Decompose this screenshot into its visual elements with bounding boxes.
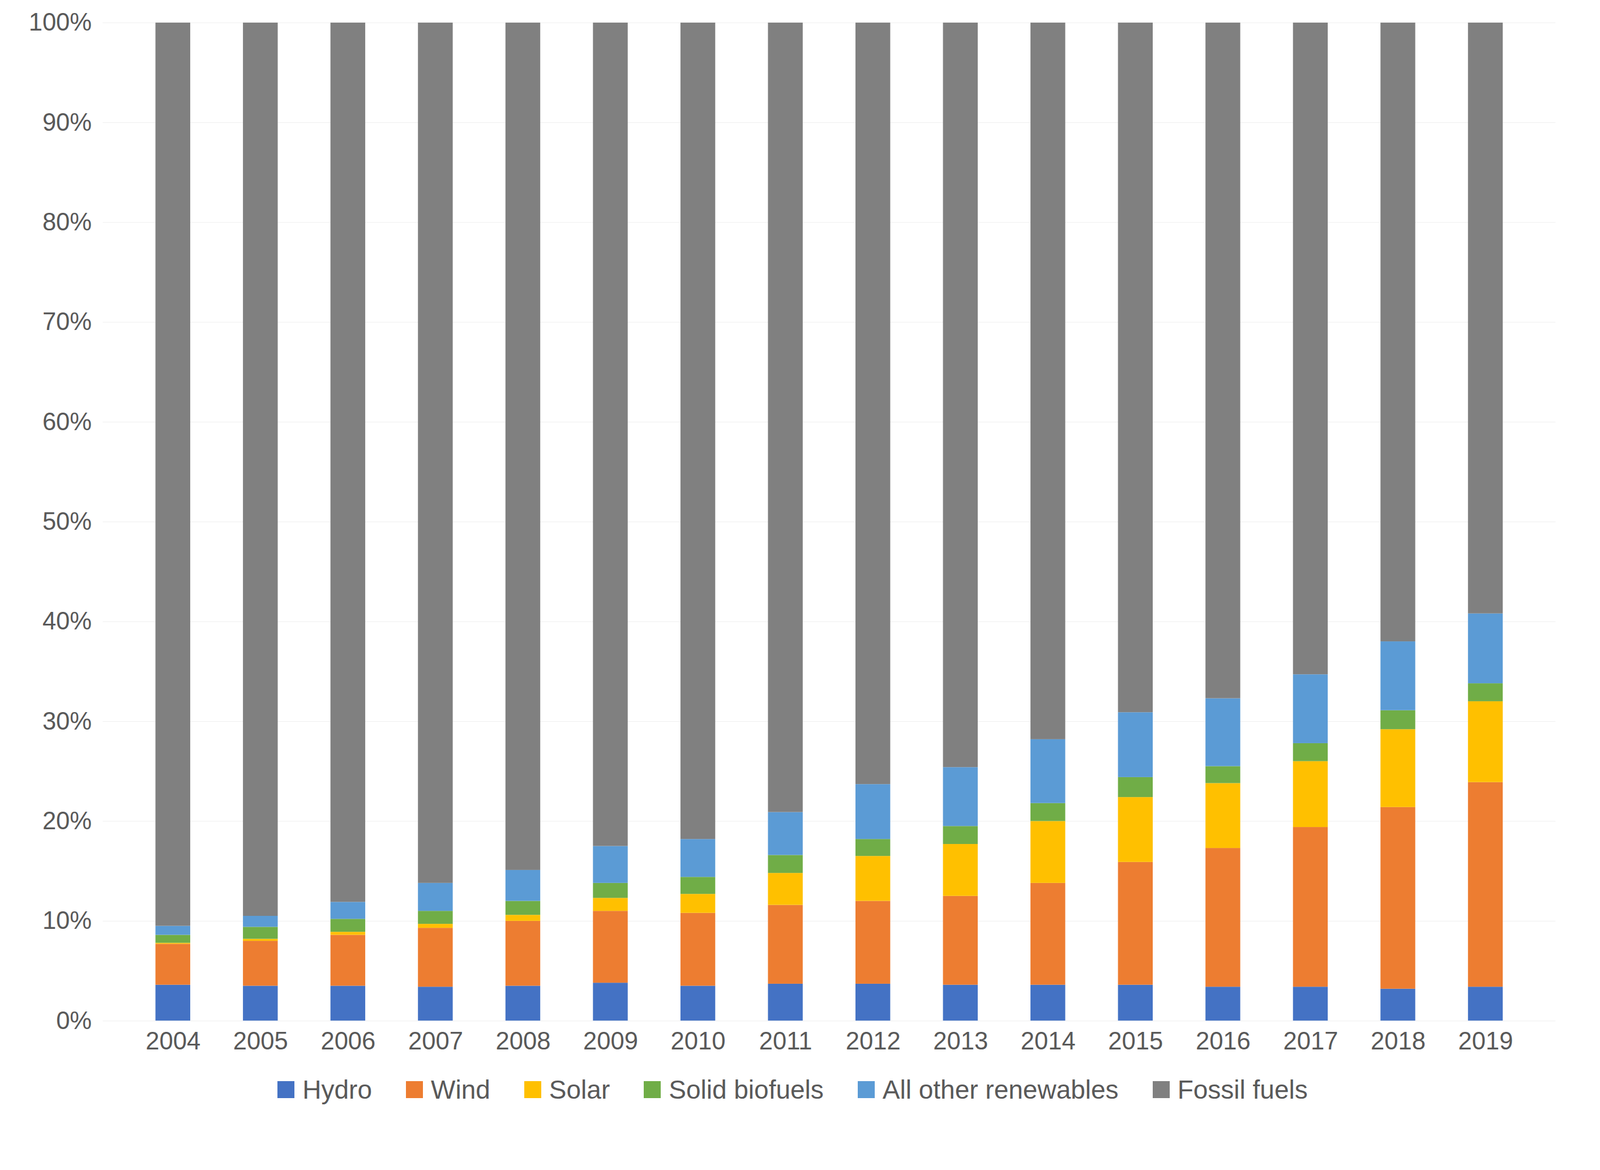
svg-text:2016: 2016 (1195, 1027, 1251, 1055)
svg-text:10%: 10% (42, 907, 92, 935)
svg-text:20%: 20% (42, 807, 92, 835)
svg-text:2013: 2013 (933, 1027, 988, 1055)
html-text:Wind: Wind (430, 1075, 491, 1105)
html-text:Fossil fuels: Fossil fuels (1177, 1075, 1308, 1105)
svg-text:2017: 2017 (1282, 1027, 1338, 1055)
svg-text:100%: 100% (28, 8, 92, 36)
svg-text:2004: 2004 (145, 1027, 201, 1055)
svg-text:30%: 30% (42, 707, 92, 735)
html-text:Solar: Solar (549, 1075, 610, 1105)
svg-text:50%: 50% (42, 507, 92, 536)
html-text:All other renewables: All other renewables (882, 1075, 1119, 1105)
html-text:Hydro: Hydro (302, 1075, 372, 1105)
svg-text:2008: 2008 (495, 1027, 551, 1055)
svg-text:2018: 2018 (1370, 1027, 1426, 1055)
html-text:Solid biofuels: Solid biofuels (668, 1075, 824, 1105)
svg-text:2019: 2019 (1458, 1027, 1514, 1055)
svg-text:80%: 80% (42, 208, 92, 236)
svg-text:2007: 2007 (408, 1027, 464, 1055)
svg-text:2005: 2005 (233, 1027, 289, 1055)
svg-text:2009: 2009 (583, 1027, 639, 1055)
svg-text:0%: 0% (56, 1007, 92, 1035)
svg-text:70%: 70% (42, 307, 92, 336)
svg-text:2015: 2015 (1107, 1027, 1163, 1055)
svg-text:2012: 2012 (845, 1027, 901, 1055)
svg-text:90%: 90% (42, 108, 92, 136)
svg-text:2011: 2011 (759, 1027, 813, 1055)
svg-text:60%: 60% (42, 408, 92, 436)
svg-text:2010: 2010 (670, 1027, 726, 1055)
svg-text:2006: 2006 (320, 1027, 376, 1055)
svg-text:2014: 2014 (1020, 1027, 1076, 1055)
svg-text:40%: 40% (42, 607, 92, 635)
